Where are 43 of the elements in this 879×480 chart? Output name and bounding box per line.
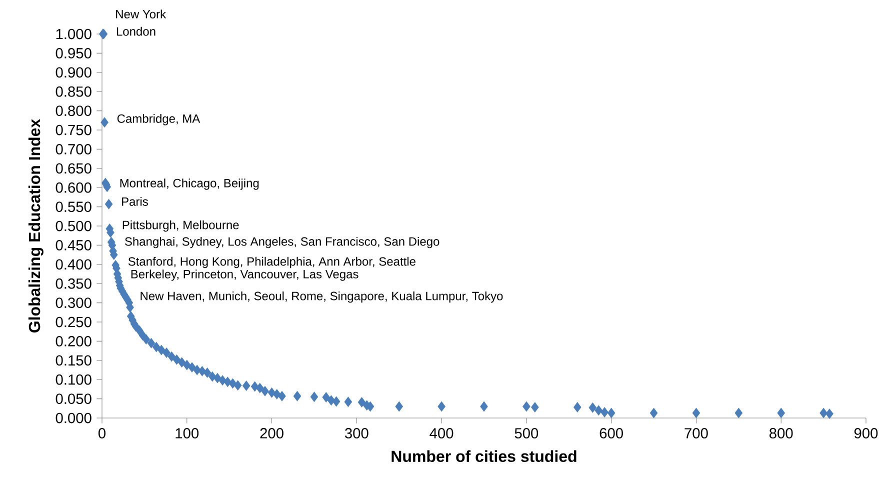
y-tick-label: 0.550 [56,202,92,212]
annotation: Berkeley, Princeton, Vancouver, Las Vegas [131,270,358,281]
y-tick-label: 0.750 [56,124,92,136]
y-tick-label: 0.200 [56,336,92,346]
annotation: New York [116,10,166,18]
y-tick-label: 0.150 [56,355,92,366]
x-tick-label: 0 [98,428,106,438]
y-tick-label: 0.050 [56,394,92,404]
x-tick-label: 600 [600,428,623,438]
annotation: Paris [122,197,148,206]
x-tick-label: 400 [430,428,454,438]
x-tick-label: 700 [684,428,708,438]
y-tick-label: 0.650 [56,163,92,174]
annotation: Pittsburgh, Melbourne [122,220,239,232]
x-tick-label: 200 [260,428,284,438]
x-tick-label: 100 [176,428,199,438]
y-tick-label: 0.600 [56,182,92,193]
annotation: Montreal, Chicago, Beijing [120,178,259,190]
y-tick-label: 0.950 [56,48,92,58]
x-axis-title: Number of cities studied [392,450,576,462]
y-tick-label: 0.250 [56,316,92,328]
y-tick-label: 0.350 [56,278,92,289]
x-tick-label: 300 [344,428,368,438]
x-tick-label: 500 [514,428,538,438]
y-tick-label: 0.000 [56,412,92,424]
y-tick-label: 0.500 [56,220,92,232]
annotation: Cambridge, MA [117,114,200,126]
x-tick-label: 900 [854,428,878,438]
y-tick-label: 0.850 [56,86,92,97]
x-tick-label: 800 [769,428,793,438]
annotation: London [116,26,156,36]
y-axis-title: Globalizing Education Index [28,118,44,332]
annotation: Stanford, Hong Kong, Philadelphia, Ann Arbor, Seattle [128,256,416,268]
y-tick-label: 1.000 [56,28,92,40]
y-tick-label: 0.900 [56,67,92,78]
y-tick-label: 0.700 [56,144,92,154]
annotation: New Haven, Munich, Seoul, Rome, Singapore, Kuala Lumpur, Tokyo [140,291,503,303]
annotation: Shanghai, Sydney, Los Angeles, San Francisco, San Diego [125,236,440,248]
y-tick-label: 0.300 [56,298,92,308]
y-tick-label: 0.450 [56,240,92,250]
y-tick-label: 0.100 [56,374,92,385]
y-tick-label: 0.400 [56,259,92,270]
y-tick-label: 0.800 [56,106,92,116]
